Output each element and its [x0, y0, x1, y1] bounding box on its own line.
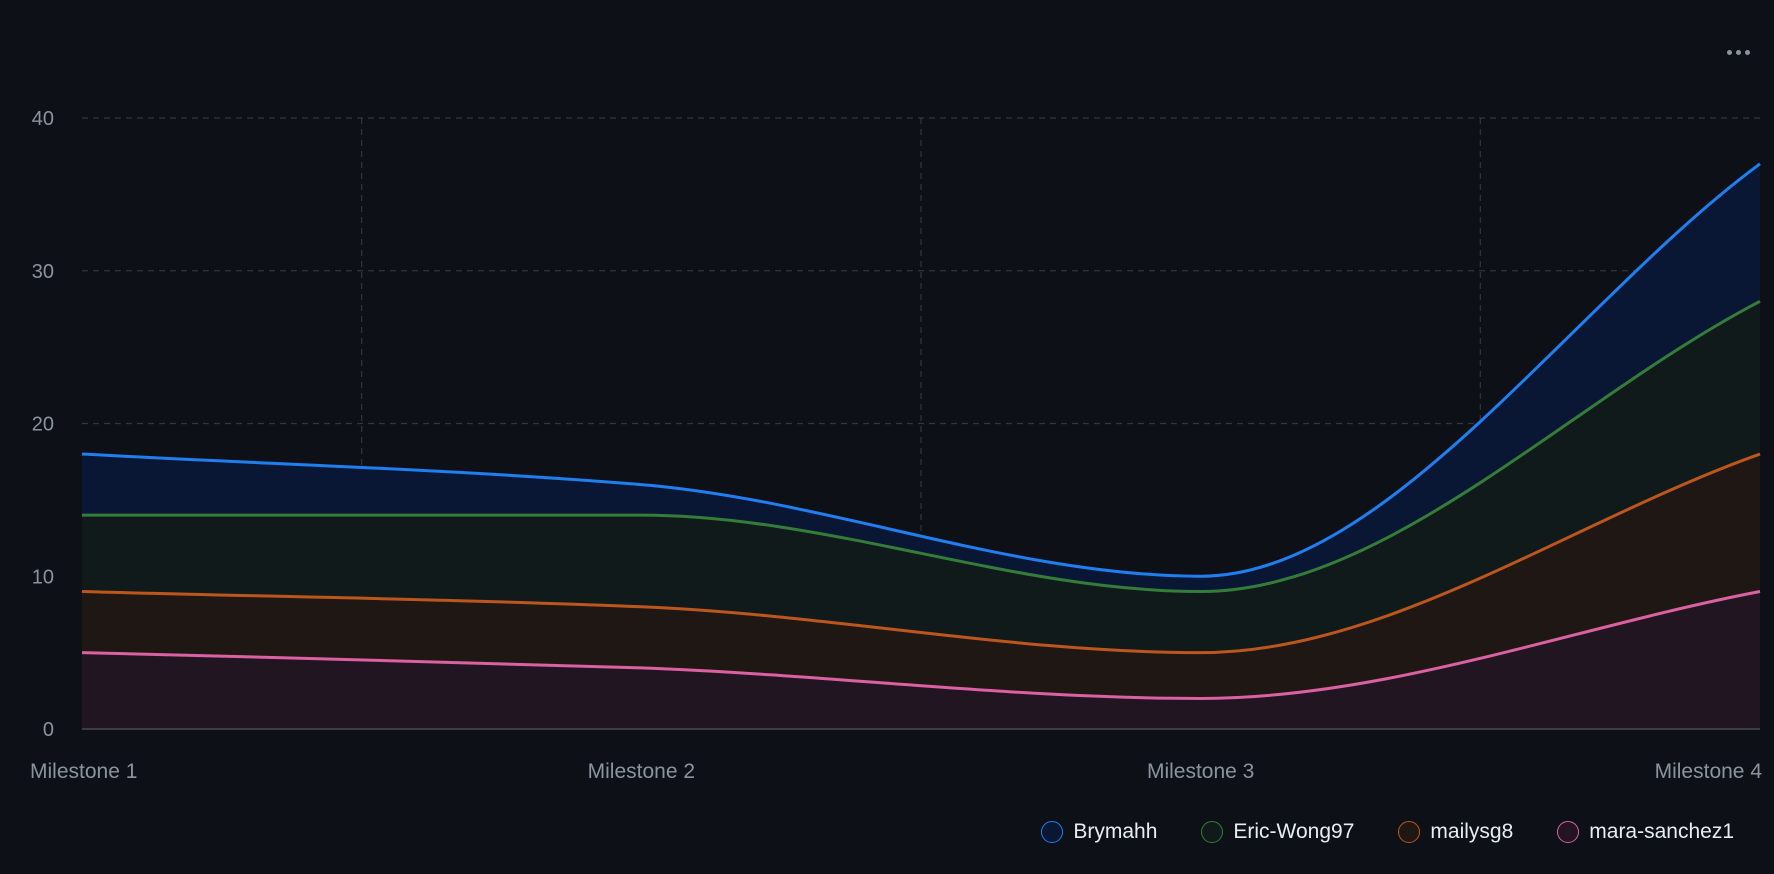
legend-label: Brymahh	[1073, 820, 1158, 843]
area-eric-wong97	[82, 301, 1760, 653]
legend-label: mara-sanchez1	[1589, 820, 1734, 843]
axis-layer: 0 10 20 30 40 Milestone 1 Milestone 2 Milestone…	[30, 108, 1762, 783]
y-tick-label: 0	[43, 719, 54, 741]
area-layer	[82, 163, 1760, 729]
x-tick-label: Milestone 3	[1147, 760, 1254, 783]
area-mailysg8	[82, 454, 1760, 699]
series-line-eric-wong97[interactable]	[82, 299, 1761, 594]
legend-item-eric-wong97[interactable]: Eric-Wong97	[1201, 820, 1354, 844]
area-brymahh	[82, 163, 1760, 592]
series-line-brymahh[interactable]	[81, 162, 1761, 578]
legend-label: mailysg8	[1430, 820, 1514, 843]
y-tick-label: 10	[32, 566, 54, 588]
more-options-button[interactable]	[1720, 40, 1756, 64]
legend-item-mara-sanchez1[interactable]: mara-sanchez1	[1557, 820, 1734, 844]
more-horizontal-icon-dot	[1735, 49, 1741, 55]
legend-swatch	[1398, 821, 1421, 843]
x-tick-label: Milestone 1	[30, 760, 137, 783]
y-tick-label: 30	[32, 261, 54, 283]
series-line-mailysg8[interactable]	[81, 452, 1761, 655]
legend-item-brymahh[interactable]: Brymahh	[1041, 820, 1157, 844]
more-horizontal-icon-dot	[1744, 49, 1750, 55]
y-tick-label: 20	[32, 414, 54, 436]
y-tick-label: 40	[32, 108, 54, 130]
x-tick-label: Milestone 4	[1655, 760, 1763, 783]
legend-swatch	[1557, 821, 1580, 843]
x-tick-label: Milestone 2	[588, 760, 695, 783]
legend-swatch	[1201, 821, 1224, 843]
legend-swatch	[1041, 821, 1064, 843]
more-horizontal-icon	[1726, 49, 1732, 55]
area-mara-sanchez1	[82, 591, 1760, 729]
line-layer	[81, 162, 1761, 700]
series-line-mara-sanchez1[interactable]	[81, 590, 1761, 700]
legend-item-mailysg8[interactable]: mailysg8	[1398, 820, 1513, 844]
legend-label: Eric-Wong97	[1233, 820, 1355, 843]
chart-legend: Brymahh Eric-Wong97 mailysg8 mara-sanchez1	[997, 820, 1734, 844]
